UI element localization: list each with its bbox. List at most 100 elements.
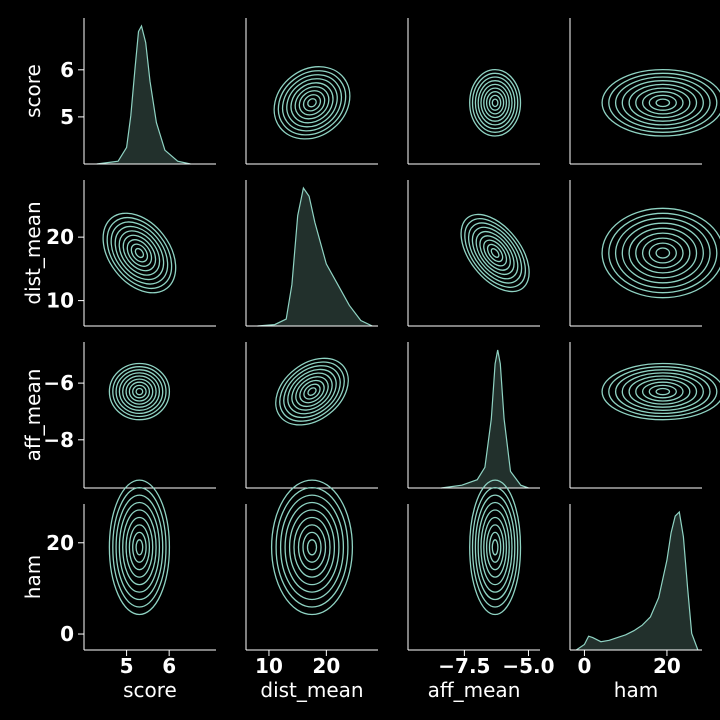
panel-dist_mean-vs-score <box>83 180 216 327</box>
y-axis-title-aff_mean: aff_mean <box>21 369 45 462</box>
x-tick-label-dist_mean: 10 <box>255 654 283 678</box>
contour-level-4 <box>477 80 513 126</box>
contour-level-1 <box>270 479 354 616</box>
contour-level-1 <box>469 479 522 616</box>
contour-level-5 <box>475 230 515 276</box>
contour-level-2 <box>608 212 718 294</box>
panel-score-vs-aff_mean <box>407 18 540 165</box>
contour-level-5 <box>480 83 510 122</box>
contour-level-1 <box>469 68 522 137</box>
contour-level-3 <box>115 494 164 601</box>
contour-level-8 <box>486 243 504 263</box>
contour-level-2 <box>112 366 167 418</box>
y-tick-label-aff_mean: −8 <box>43 428 74 452</box>
contour-level-9 <box>490 248 500 258</box>
contour-level-7 <box>485 91 505 115</box>
contour-level-4 <box>471 226 519 280</box>
contour-level-8 <box>488 531 502 563</box>
contour-level-5 <box>480 509 510 586</box>
kde-fill-aff_mean <box>441 350 529 488</box>
contour-level-8 <box>303 383 321 400</box>
x-tick-label-score: 6 <box>162 654 176 678</box>
contour-level-1 <box>601 207 720 299</box>
panel-ham-vs-aff_mean <box>407 479 540 651</box>
kde-line-score <box>96 24 191 165</box>
contour-level-6 <box>295 376 329 408</box>
contour-level-4 <box>114 225 165 281</box>
contour-level-2 <box>471 486 519 608</box>
contour-level-1 <box>102 212 177 294</box>
x-tick-label-aff_mean: −5.0 <box>502 654 554 678</box>
contour-level-4 <box>118 372 161 411</box>
kde-line-dist_mean <box>257 186 373 327</box>
x-tick-label-dist_mean: 20 <box>312 654 340 678</box>
y-tick-label-score: 6 <box>60 58 74 82</box>
contour-level-4 <box>621 372 704 411</box>
contour-level-7 <box>297 524 327 571</box>
contour-level-9 <box>655 247 671 259</box>
contour-level-5 <box>628 375 698 408</box>
contour-level-9 <box>134 247 145 259</box>
contour-level-8 <box>130 243 149 263</box>
contour-level-5 <box>288 509 336 586</box>
contour-level-3 <box>614 76 711 130</box>
contour-level-7 <box>128 524 151 571</box>
y-tick-label-dist_mean: 20 <box>46 225 74 249</box>
contour-level-7 <box>485 524 505 571</box>
panel-dist_mean-vs-ham <box>569 180 720 327</box>
contour-level-6 <box>294 86 330 120</box>
contour-level-2 <box>275 486 349 608</box>
panel-dist_mean-vs-aff_mean <box>407 180 540 327</box>
contour-level-4 <box>621 80 704 126</box>
contour-level-8 <box>648 242 677 264</box>
contour-level-6 <box>635 378 691 405</box>
panel-ham-vs-ham <box>569 504 702 651</box>
contour-level-8 <box>648 384 677 399</box>
contour-level-5 <box>291 372 333 411</box>
contour-level-4 <box>621 222 704 284</box>
contour-level-4 <box>287 368 337 415</box>
y-tick-label-ham: 20 <box>46 531 74 555</box>
y-tick-label-aff_mean: −6 <box>43 371 74 395</box>
contour-level-5 <box>290 82 334 124</box>
kde-fill-score <box>96 26 191 164</box>
contour-level-5 <box>122 509 157 586</box>
panel-aff_mean-vs-dist_mean <box>245 342 378 489</box>
panel-score-vs-score <box>83 18 216 165</box>
contour-level-6 <box>479 235 511 271</box>
y-tick-label-score: 5 <box>60 105 74 129</box>
contour-level-8 <box>488 94 502 111</box>
contour-level-1 <box>108 362 171 421</box>
contour-level-8 <box>302 531 322 563</box>
contour-level-4 <box>286 78 338 128</box>
contour-level-9 <box>655 387 671 396</box>
contour-level-2 <box>471 72 519 133</box>
contour-level-8 <box>132 531 147 563</box>
contour-level-4 <box>284 501 340 593</box>
contour-level-6 <box>635 87 691 119</box>
contour-level-7 <box>299 379 325 404</box>
contour-level-3 <box>115 369 164 415</box>
panel-aff_mean-vs-aff_mean <box>407 342 540 489</box>
contour-level-9 <box>307 387 317 396</box>
contour-level-7 <box>128 381 151 402</box>
contour-level-5 <box>118 230 161 276</box>
contour-level-3 <box>614 217 711 289</box>
contour-level-3 <box>279 494 345 601</box>
x-tick-label-ham: 20 <box>653 654 681 678</box>
contour-level-7 <box>126 239 153 267</box>
contour-level-8 <box>648 94 677 111</box>
y-axis-title-ham: ham <box>21 555 45 599</box>
contour-level-6 <box>635 232 691 274</box>
contour-level-2 <box>277 70 347 136</box>
contour-level-9 <box>135 539 144 556</box>
panel-dist_mean-vs-dist_mean <box>245 180 378 327</box>
contour-level-5 <box>122 375 157 408</box>
contour-level-6 <box>125 516 154 578</box>
x-tick-label-score: 5 <box>120 654 134 678</box>
contour-level-5 <box>628 227 698 279</box>
contour-level-2 <box>279 361 345 422</box>
contour-level-4 <box>118 501 161 593</box>
contour-level-6 <box>293 516 331 578</box>
contour-level-1 <box>108 479 171 616</box>
